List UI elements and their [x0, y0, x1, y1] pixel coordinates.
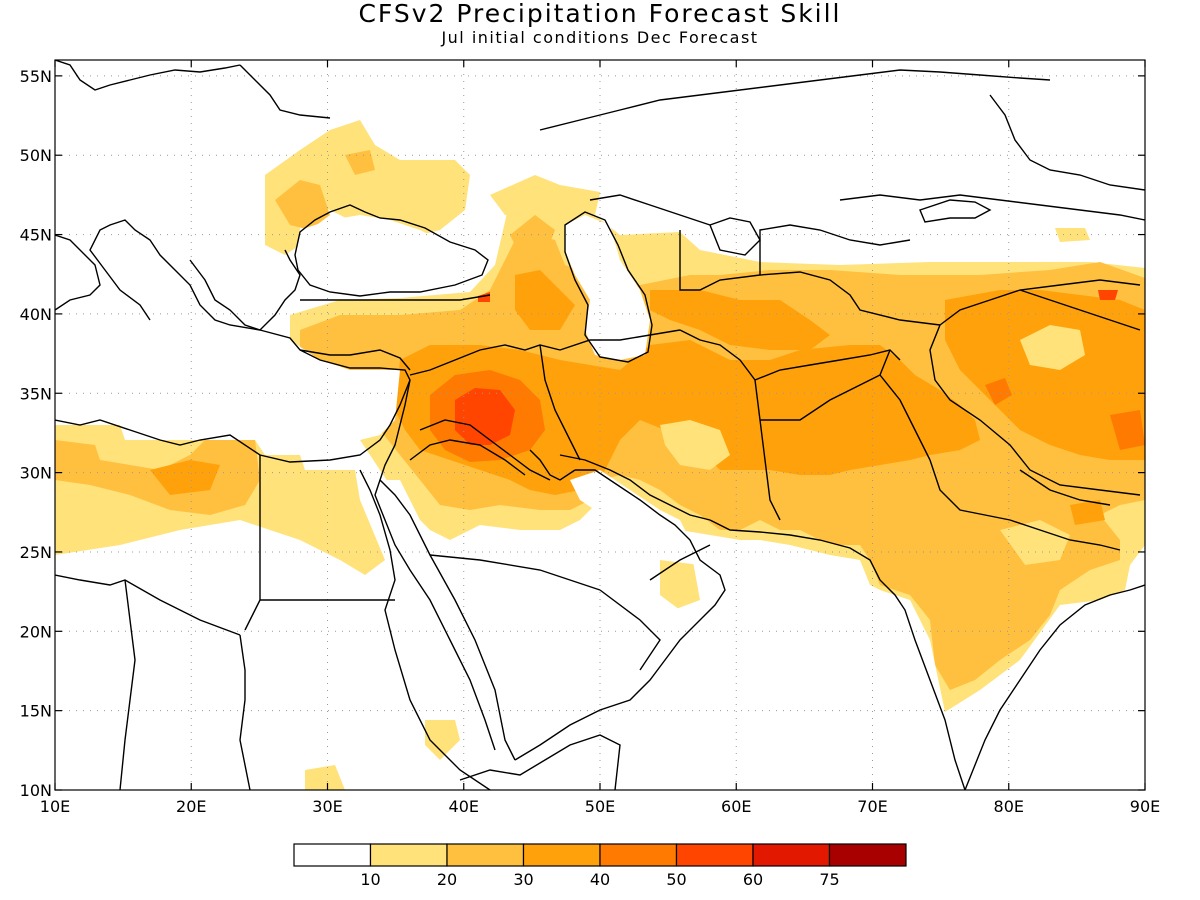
legend-swatch	[369, 843, 448, 867]
lon-label: 40E	[449, 797, 479, 816]
lon-label: 60E	[721, 797, 751, 816]
latitude-labels: 55N 50N 45N 40N 35N 30N 25N 20N 15N 10N	[20, 67, 52, 800]
skill-holes	[660, 325, 1085, 565]
legend-swatch	[675, 843, 754, 867]
lat-label: 30N	[20, 464, 52, 483]
skill-shading	[55, 120, 1145, 790]
legend-swatch	[828, 843, 907, 867]
longitude-labels: 10E 20E 30E 40E 50E 60E 70E 80E 90E	[40, 797, 1160, 816]
legend-label: 60	[743, 870, 763, 889]
legend-label: 20	[437, 870, 457, 889]
legend-label: 50	[666, 870, 686, 889]
legend-swatch	[752, 843, 831, 867]
lon-label: 80E	[994, 797, 1024, 816]
skill-level-50-60	[455, 290, 1118, 445]
map-title: CFSv2 Precipitation Forecast Skill	[358, 0, 842, 28]
lon-label: 70E	[857, 797, 887, 816]
lat-label: 25N	[20, 543, 52, 562]
lon-label: 30E	[312, 797, 342, 816]
legend-label: 30	[513, 870, 533, 889]
lat-label: 10N	[20, 781, 52, 800]
lat-label: 20N	[20, 622, 52, 641]
map-subtitle: Jul initial conditions Dec Forecast	[441, 28, 759, 47]
legend-swatch	[293, 843, 372, 867]
lon-label: 20E	[176, 797, 206, 816]
legend-swatch	[522, 843, 601, 867]
color-legend: 10 20 30 40 50 60 75	[293, 843, 907, 889]
coastlines	[55, 60, 1145, 790]
lat-label: 15N	[20, 702, 52, 721]
legend-label: 40	[590, 870, 610, 889]
lat-label: 40N	[20, 305, 52, 324]
lat-label: 35N	[20, 384, 52, 403]
legend-label: 10	[360, 870, 380, 889]
legend-label: 75	[819, 870, 839, 889]
axis-ticks	[54, 60, 1146, 791]
skill-level-30-40	[150, 270, 1145, 525]
lat-label: 55N	[20, 67, 52, 86]
lat-label: 50N	[20, 146, 52, 165]
lon-label: 50E	[585, 797, 615, 816]
lon-label: 10E	[40, 797, 70, 816]
map-grid	[55, 60, 1145, 790]
legend-swatch	[446, 843, 525, 867]
lon-label: 90E	[1130, 797, 1160, 816]
lat-label: 45N	[20, 226, 52, 245]
legend-swatch	[599, 843, 678, 867]
